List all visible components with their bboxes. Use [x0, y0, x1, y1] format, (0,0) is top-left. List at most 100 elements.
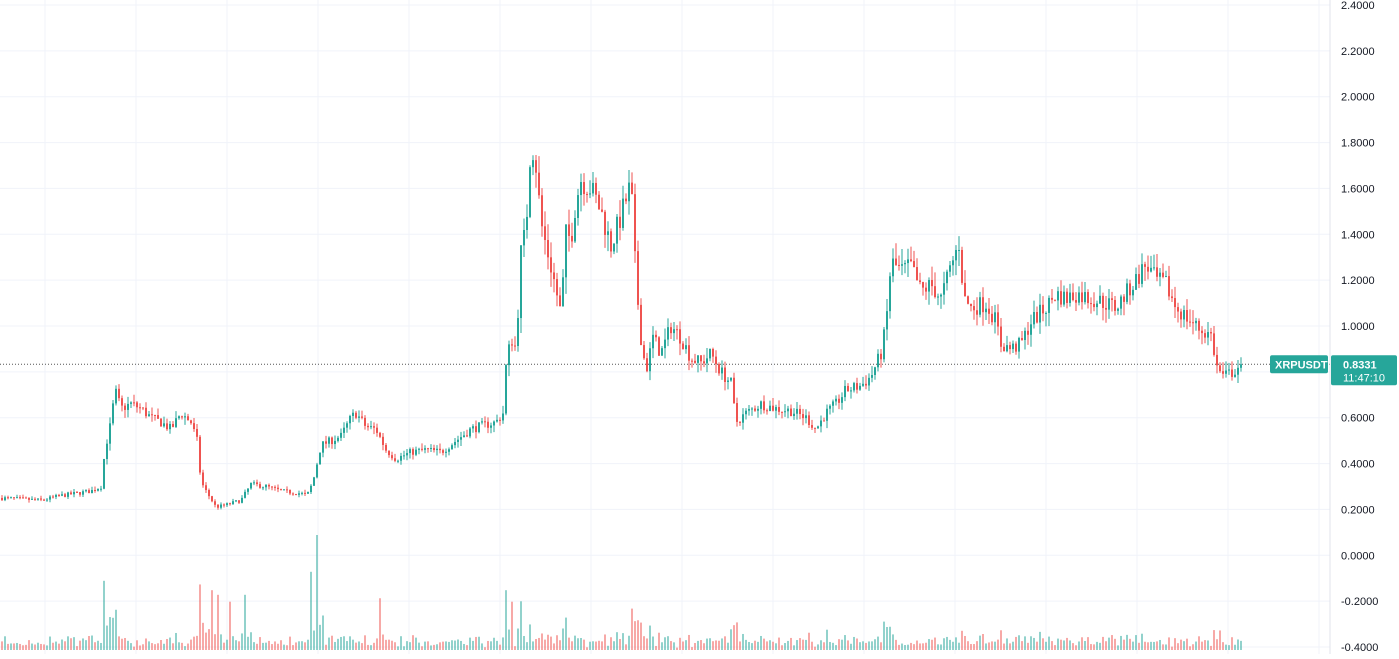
volume-bar — [106, 625, 108, 650]
price-axis[interactable]: 2.4000 2.2000 2.0000 1.8000 1.6000 1.4000 1.20… — [1341, 0, 1378, 654]
candle-up — [502, 405, 504, 424]
volume-bar — [1102, 636, 1104, 650]
candle-down — [325, 435, 327, 449]
volume-bar — [772, 641, 774, 650]
candle-up — [622, 185, 624, 231]
volume-bar — [796, 640, 798, 650]
candle-down — [670, 322, 672, 340]
candle-up — [1126, 278, 1128, 305]
candle-up — [46, 497, 48, 502]
volume-bar — [301, 641, 303, 650]
volume-bar — [823, 642, 825, 650]
volume-bar — [286, 645, 288, 650]
volume-bar — [1225, 644, 1227, 650]
volume-bar — [520, 601, 522, 650]
volume-bar — [28, 640, 30, 650]
volume-bar — [430, 645, 432, 650]
candle-up — [826, 404, 828, 429]
volume-bar — [400, 636, 402, 650]
candle-up — [853, 381, 855, 393]
volume-bar — [961, 630, 963, 650]
volume-bar — [346, 641, 348, 650]
volume-bar — [1003, 643, 1005, 650]
candle-up — [526, 204, 528, 239]
volume-bar — [463, 643, 465, 650]
volume-bar — [136, 640, 138, 650]
candle-up — [1045, 311, 1047, 327]
candle-down — [28, 497, 30, 503]
candle-down — [475, 420, 477, 439]
volume-bar — [124, 637, 126, 650]
candle-up — [721, 360, 723, 380]
symbol-tag: XRPUSDT — [1270, 355, 1328, 374]
candle-up — [403, 450, 405, 460]
candle-up — [769, 400, 771, 412]
candle-down — [139, 403, 141, 414]
volume-bar — [1162, 644, 1164, 650]
volume-bar — [349, 636, 351, 650]
volume-bar — [625, 644, 627, 650]
candle-up — [730, 377, 732, 382]
candle-down — [34, 497, 36, 501]
volume-bar — [886, 627, 888, 650]
candle-up — [613, 243, 615, 255]
candle-up — [496, 414, 498, 423]
volume-bar — [427, 641, 429, 650]
price-axis-background[interactable] — [1330, 0, 1399, 654]
volume-bar — [1165, 644, 1167, 650]
volume-bar — [715, 640, 717, 650]
volume-bar — [904, 645, 906, 650]
volume-bar — [658, 632, 660, 650]
candle-up — [955, 245, 957, 276]
candle-down — [925, 282, 927, 300]
volume-bar — [685, 640, 687, 650]
candle-down — [22, 494, 24, 499]
volume-bar — [787, 640, 789, 650]
volume-bar — [952, 641, 954, 650]
candle-up — [334, 435, 336, 450]
volume-bar — [613, 641, 615, 650]
candle-down — [964, 270, 966, 297]
candle-up — [952, 256, 954, 276]
candle-down — [634, 183, 636, 263]
volume-bar — [502, 637, 504, 650]
candle-down — [976, 297, 978, 326]
candle-up — [1135, 267, 1137, 291]
volume-bar — [10, 643, 12, 650]
candle-down — [205, 482, 207, 493]
volume-bar — [499, 644, 501, 650]
volume-bar — [34, 644, 36, 650]
volume-bar — [148, 641, 150, 650]
candle-up — [685, 338, 687, 354]
candle-up — [1063, 285, 1065, 307]
candle-up — [592, 172, 594, 197]
candle-up — [1099, 285, 1101, 304]
candle-down — [688, 336, 690, 371]
candle-down — [610, 228, 612, 258]
candle-up — [904, 260, 906, 274]
candle-down — [238, 499, 240, 504]
volume-bar — [145, 638, 147, 650]
volume-bar — [388, 639, 390, 650]
candle-down — [1177, 302, 1179, 323]
candle-down — [439, 443, 441, 454]
candle-up — [667, 318, 669, 347]
volume-bar — [604, 634, 606, 650]
volume-bar — [193, 636, 195, 650]
candle-up — [1024, 327, 1026, 350]
volume-bar — [910, 642, 912, 650]
candle-down — [1231, 361, 1233, 381]
candle-down — [1075, 292, 1077, 312]
volume-bar — [370, 645, 372, 650]
volume-bar — [232, 636, 234, 650]
candle-down — [595, 177, 597, 204]
volume-bar — [694, 642, 696, 650]
candle-down — [367, 423, 369, 431]
volume-bar — [88, 636, 90, 650]
volume-bar — [862, 641, 864, 650]
volume-bar — [247, 636, 249, 650]
volume-bar — [202, 622, 204, 650]
volume-bar — [508, 629, 510, 650]
